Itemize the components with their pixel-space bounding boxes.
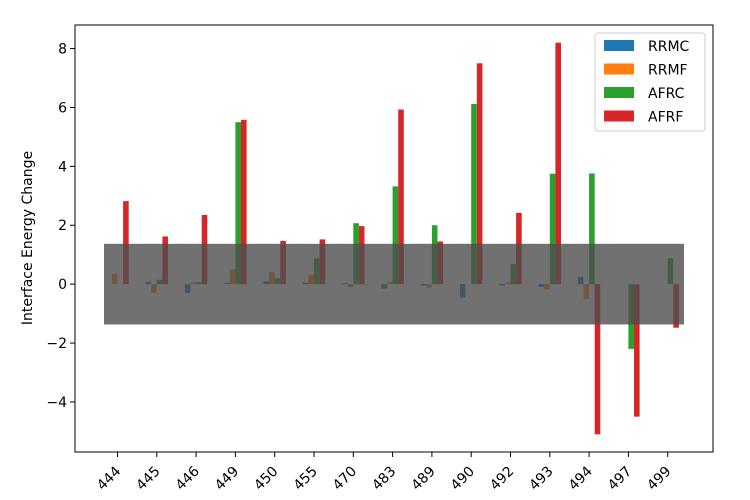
bar-afrf-449: [241, 119, 247, 285]
bar-afrc-494: [589, 173, 595, 285]
x-tick-label: 444: [94, 463, 124, 493]
x-tick-label: 493: [526, 464, 556, 494]
legend: RRMC RRMF AFRC AFRF: [594, 32, 706, 132]
legend-swatch-afrf: [604, 110, 634, 122]
x-tick-label: 489: [409, 464, 439, 494]
x-tick-label: 492: [487, 464, 517, 494]
y-tick-label: 8: [58, 42, 67, 58]
x-tick-label: 455: [291, 464, 321, 494]
y-tick-label: 4: [58, 159, 67, 175]
bar-afrc-493: [549, 173, 556, 285]
x-tick-label: 450: [251, 464, 281, 494]
x-axis-ticks: 444 445 446 449 450 455 470 483 489 490 492 493 494 4…: [94, 452, 675, 494]
plot-frame: [74, 24, 714, 453]
y-tick-label: 6: [58, 100, 67, 116]
y-axis-ticks: −4 −2 0 2 4 6 8: [46, 42, 75, 411]
x-tick-label: 470: [330, 464, 360, 494]
legend-label-rrmf: RRMF: [648, 63, 688, 79]
bar-afrc-490: [471, 103, 477, 285]
legend-label-afrc: AFRC: [648, 86, 685, 102]
axes: [74, 24, 714, 453]
bars-layer: [111, 42, 679, 435]
x-tick-label: 494: [566, 463, 596, 493]
x-tick-label: 490: [448, 464, 478, 494]
y-tick-label: −2: [46, 336, 67, 352]
bar-afrf-494: [594, 284, 601, 435]
legend-label-rrmc: RRMC: [648, 39, 690, 55]
y-axis-label: Interface Energy Change: [20, 151, 36, 325]
legend-label-afrf: AFRF: [648, 110, 683, 126]
bar-afrf-444: [123, 201, 129, 285]
bar-afrc-449: [235, 122, 241, 285]
legend-swatch-rrmf: [604, 63, 634, 75]
bar-afrf-490: [476, 63, 483, 285]
x-tick-label: 445: [133, 464, 163, 494]
shaded-band: [104, 243, 684, 325]
legend-swatch-afrc: [604, 87, 634, 98]
bar-afrc-483: [392, 186, 399, 285]
x-tick-label: 497: [605, 464, 635, 494]
legend-box: [594, 32, 706, 132]
y-tick-label: −4: [46, 395, 67, 411]
y-tick-label: 2: [58, 218, 67, 234]
bar-afrf-483: [398, 109, 404, 285]
x-tick-label: 499: [644, 464, 674, 494]
bar-afrf-497: [634, 284, 640, 417]
legend-swatch-rrmc: [604, 40, 634, 51]
x-tick-label: 483: [369, 464, 399, 494]
x-tick-label: 449: [212, 464, 242, 494]
bar-afrf-493: [555, 42, 561, 285]
y-tick-label: 0: [58, 277, 67, 293]
x-tick-label: 446: [173, 463, 203, 493]
